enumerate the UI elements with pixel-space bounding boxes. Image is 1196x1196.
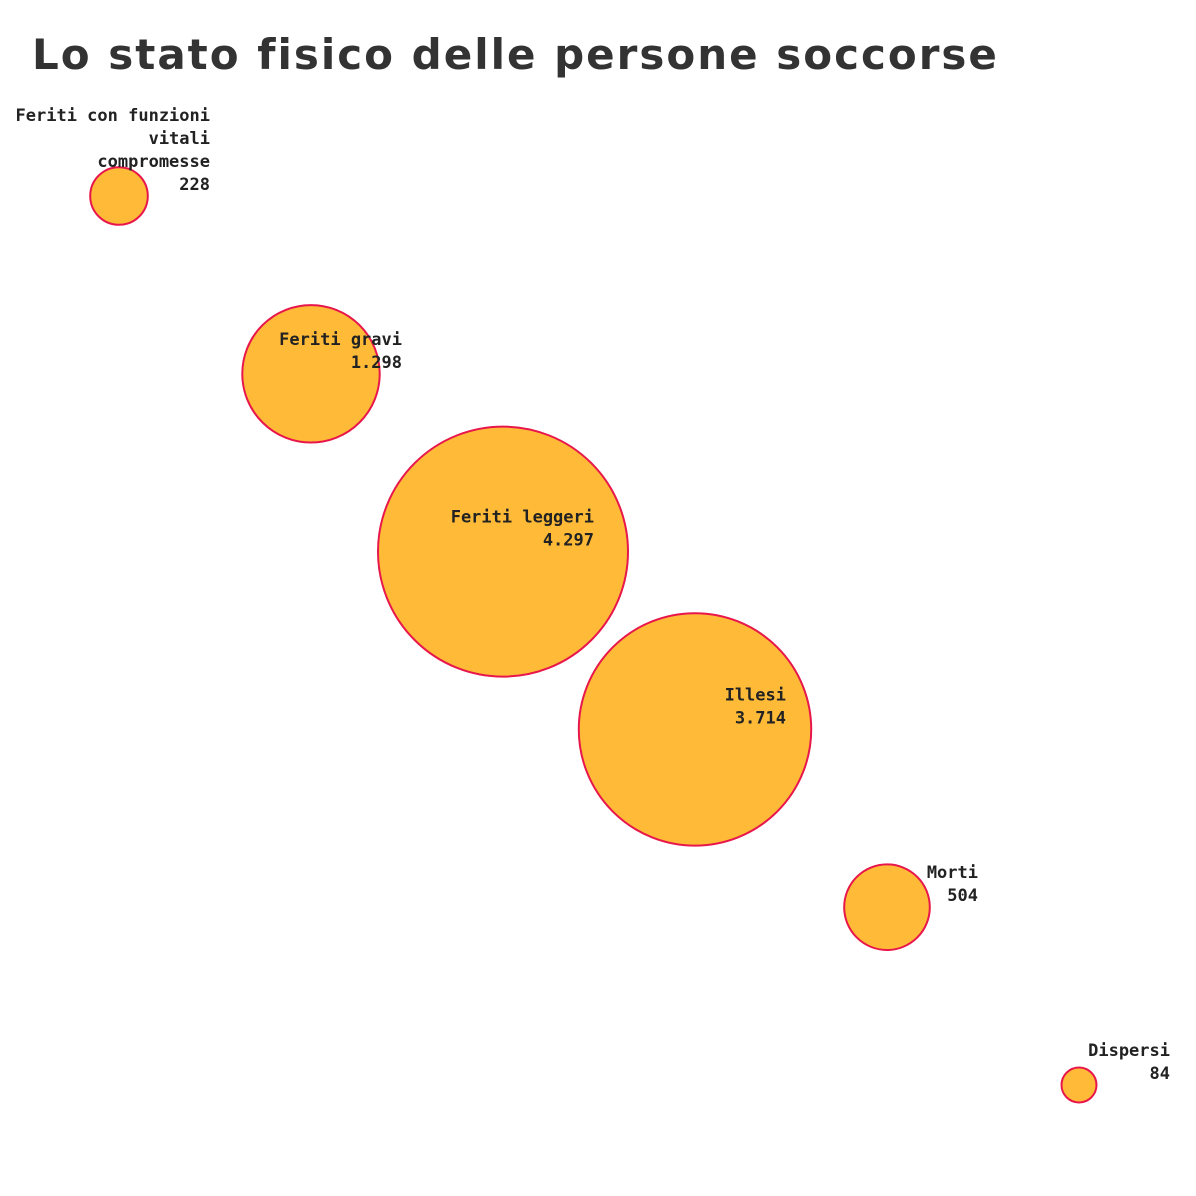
bubble-category-label: Feriti con funzioni (16, 106, 210, 126)
bubble-value-label: 4.297 (543, 531, 594, 551)
bubble-group: Feriti gravi 1.298 (241, 304, 402, 444)
bubble-mark (241, 304, 381, 444)
bubble-group: Morti 504 (843, 863, 978, 952)
bubble-category-label: Feriti gravi (279, 330, 402, 350)
bubble-group: Feriti leggeri 4.297 (377, 425, 629, 678)
bubble-mark (843, 863, 931, 952)
bubble-label: Dispersi 84 (1088, 1041, 1170, 1084)
bubble-category-label: Morti (927, 863, 978, 883)
bubble-group: Dispersi 84 (1060, 1041, 1170, 1104)
bubble-value-label: 1.298 (351, 353, 402, 373)
bubble-label: Morti 504 (927, 863, 978, 906)
bubble-group: Feriti con funzioni vitali compromesse 228 (16, 106, 210, 226)
bubble-label: Feriti con funzioni vitali compromesse 228 (16, 106, 210, 195)
bubble-mark (377, 425, 629, 678)
bubble-label: Feriti gravi 1.298 (279, 330, 402, 373)
bubble-mark (89, 166, 149, 226)
bubble-category-label: compromesse (97, 152, 210, 172)
bubble-label: Feriti leggeri 4.297 (451, 508, 594, 551)
bubble-category-label: Illesi (725, 685, 786, 705)
bubble-category-label: Feriti leggeri (451, 508, 594, 528)
bubble-label: Illesi 3.714 (725, 685, 786, 728)
bubble-value-label: 504 (947, 886, 978, 906)
bubble-value-label: 228 (179, 175, 210, 195)
chart-title: Lo stato fisico delle persone soccorse (32, 30, 999, 79)
bubble-value-label: 3.714 (735, 708, 786, 728)
bubble-group: Illesi 3.714 (577, 612, 813, 847)
bubble-mark (577, 612, 813, 847)
bubble-category-label: vitali (149, 129, 210, 149)
bubble-value-label: 84 (1150, 1064, 1170, 1084)
bubble-mark (1060, 1066, 1098, 1104)
bubble-category-label: Dispersi (1088, 1041, 1170, 1061)
